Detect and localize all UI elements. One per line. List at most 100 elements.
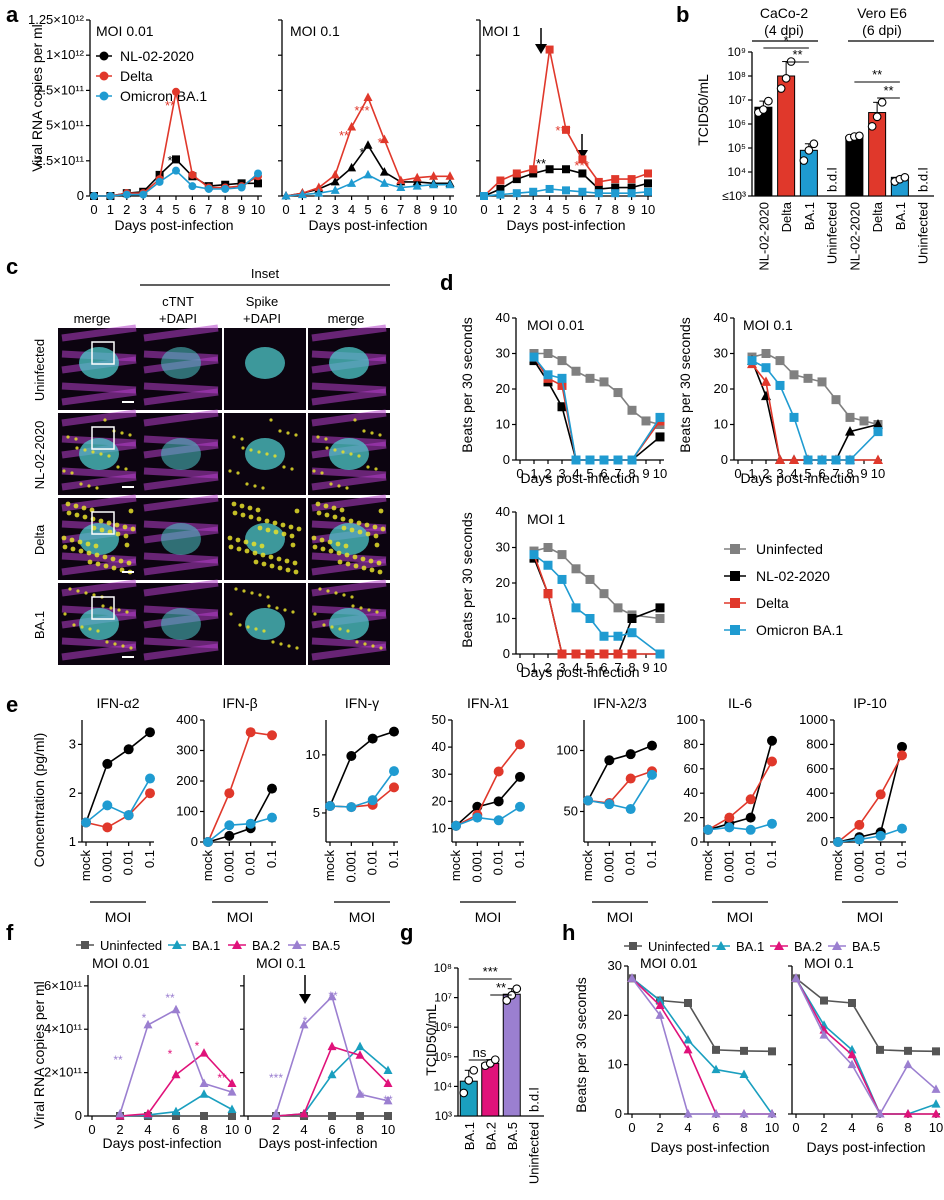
spike-signal (82, 514, 88, 520)
x-tick-label: 1 (530, 660, 537, 675)
moi-label: MOI (349, 909, 375, 925)
y-tick-label: 10⁴ (727, 165, 746, 179)
spike-signal (262, 629, 266, 633)
data-point (545, 45, 554, 54)
spike-signal (243, 539, 249, 545)
x-tick-label: 7 (205, 202, 212, 217)
x-tick-label: 2 (116, 1122, 123, 1137)
spike-signal (257, 450, 261, 454)
x-tick-label: 0.1 (764, 850, 779, 868)
data-point (897, 823, 907, 834)
data-point (789, 412, 799, 422)
spike-signal (244, 548, 250, 554)
data-point (383, 1065, 393, 1074)
data-point (297, 189, 307, 199)
data-point (831, 395, 841, 405)
data-point (613, 388, 623, 398)
bar (481, 1062, 500, 1117)
spike-signal (72, 623, 76, 627)
data-point (571, 564, 581, 574)
data-point (367, 795, 378, 806)
h-legend: Uninfected BA.1 BA.2 BA.5 (624, 939, 880, 954)
data-point (171, 1069, 181, 1079)
spike-signal (318, 587, 322, 591)
data-point (594, 184, 603, 193)
spike-signal (252, 550, 258, 556)
y-tick-label: 600 (806, 761, 828, 776)
spike-signal (240, 437, 244, 441)
spike-signal (378, 508, 384, 514)
moi-label: MOI (727, 909, 753, 925)
x-tick-label: 4 (572, 466, 579, 481)
spike-signal (253, 559, 259, 565)
spike-signal (123, 533, 129, 539)
x-tick-label: 0 (792, 1120, 799, 1135)
spike-signal (334, 591, 338, 595)
sig-label: * (784, 33, 789, 48)
y-tick-label: 10 (608, 1057, 622, 1072)
data-point (847, 1049, 857, 1059)
data-point (355, 1089, 365, 1098)
data-point (545, 184, 554, 193)
spike-signal (271, 640, 275, 644)
series-line-0 (533, 546, 661, 620)
data-point (931, 1084, 941, 1093)
data-point (611, 183, 620, 192)
data-point (655, 1000, 665, 1009)
spike-signal (115, 531, 121, 537)
data-point (931, 1109, 941, 1118)
data-point (330, 169, 340, 179)
d-legend-marker-nl (730, 571, 740, 581)
spike-signal (129, 646, 133, 650)
data-point (515, 739, 525, 750)
spike-signal (231, 501, 237, 507)
spike-signal (267, 604, 271, 608)
x-tick-label: Uninfected (526, 1122, 541, 1184)
data-point (562, 165, 570, 174)
x-tick-label: 4 (144, 1122, 151, 1137)
x-tick-label: 5 (562, 202, 569, 217)
data-point (557, 380, 567, 390)
data-point (346, 802, 357, 813)
data-point (594, 177, 603, 186)
spike-signal (378, 433, 382, 437)
data-point (627, 175, 636, 184)
data-point (585, 614, 595, 623)
panel-letter-c: c (6, 254, 18, 279)
data-point (200, 1112, 208, 1120)
spike-signal (330, 625, 334, 629)
spike-signal (111, 565, 117, 571)
data-point (245, 818, 256, 829)
y-tick-label: 10 (432, 820, 446, 835)
x-tick-label: 6 (189, 202, 196, 217)
series-line-1 (587, 770, 653, 804)
inset-box (91, 341, 115, 365)
spike-signal (264, 518, 270, 524)
spike-signal (247, 505, 253, 511)
x-tick-label: 8 (740, 1120, 747, 1135)
plot-h1: 0 2 4 6 8 10 0 10 20 30 (608, 958, 780, 1135)
replicate-point (464, 1076, 474, 1085)
x-tick-label: 7 (832, 466, 839, 481)
data-point (845, 455, 855, 465)
y-tick-label: 1.25×10¹² (28, 12, 85, 27)
y-tick-label: 10 (306, 747, 320, 762)
spike-signal (91, 525, 97, 531)
data-point (543, 370, 553, 380)
spike-signal (117, 608, 121, 612)
series-line-2 (207, 816, 273, 843)
data-point (445, 179, 455, 189)
f-arrow-head (299, 994, 311, 1004)
series-line-1 (631, 977, 773, 1115)
data-point (267, 783, 277, 794)
y-tick-label: 2 (69, 785, 76, 800)
inset-box (91, 511, 115, 535)
fibre (143, 558, 219, 576)
data-point (775, 454, 785, 464)
spike-signal (70, 471, 74, 475)
spike-signal (249, 448, 253, 452)
x-tick-label: 0.01 (491, 850, 506, 875)
data-point (327, 991, 337, 1001)
a-sig-text: * (377, 135, 382, 150)
